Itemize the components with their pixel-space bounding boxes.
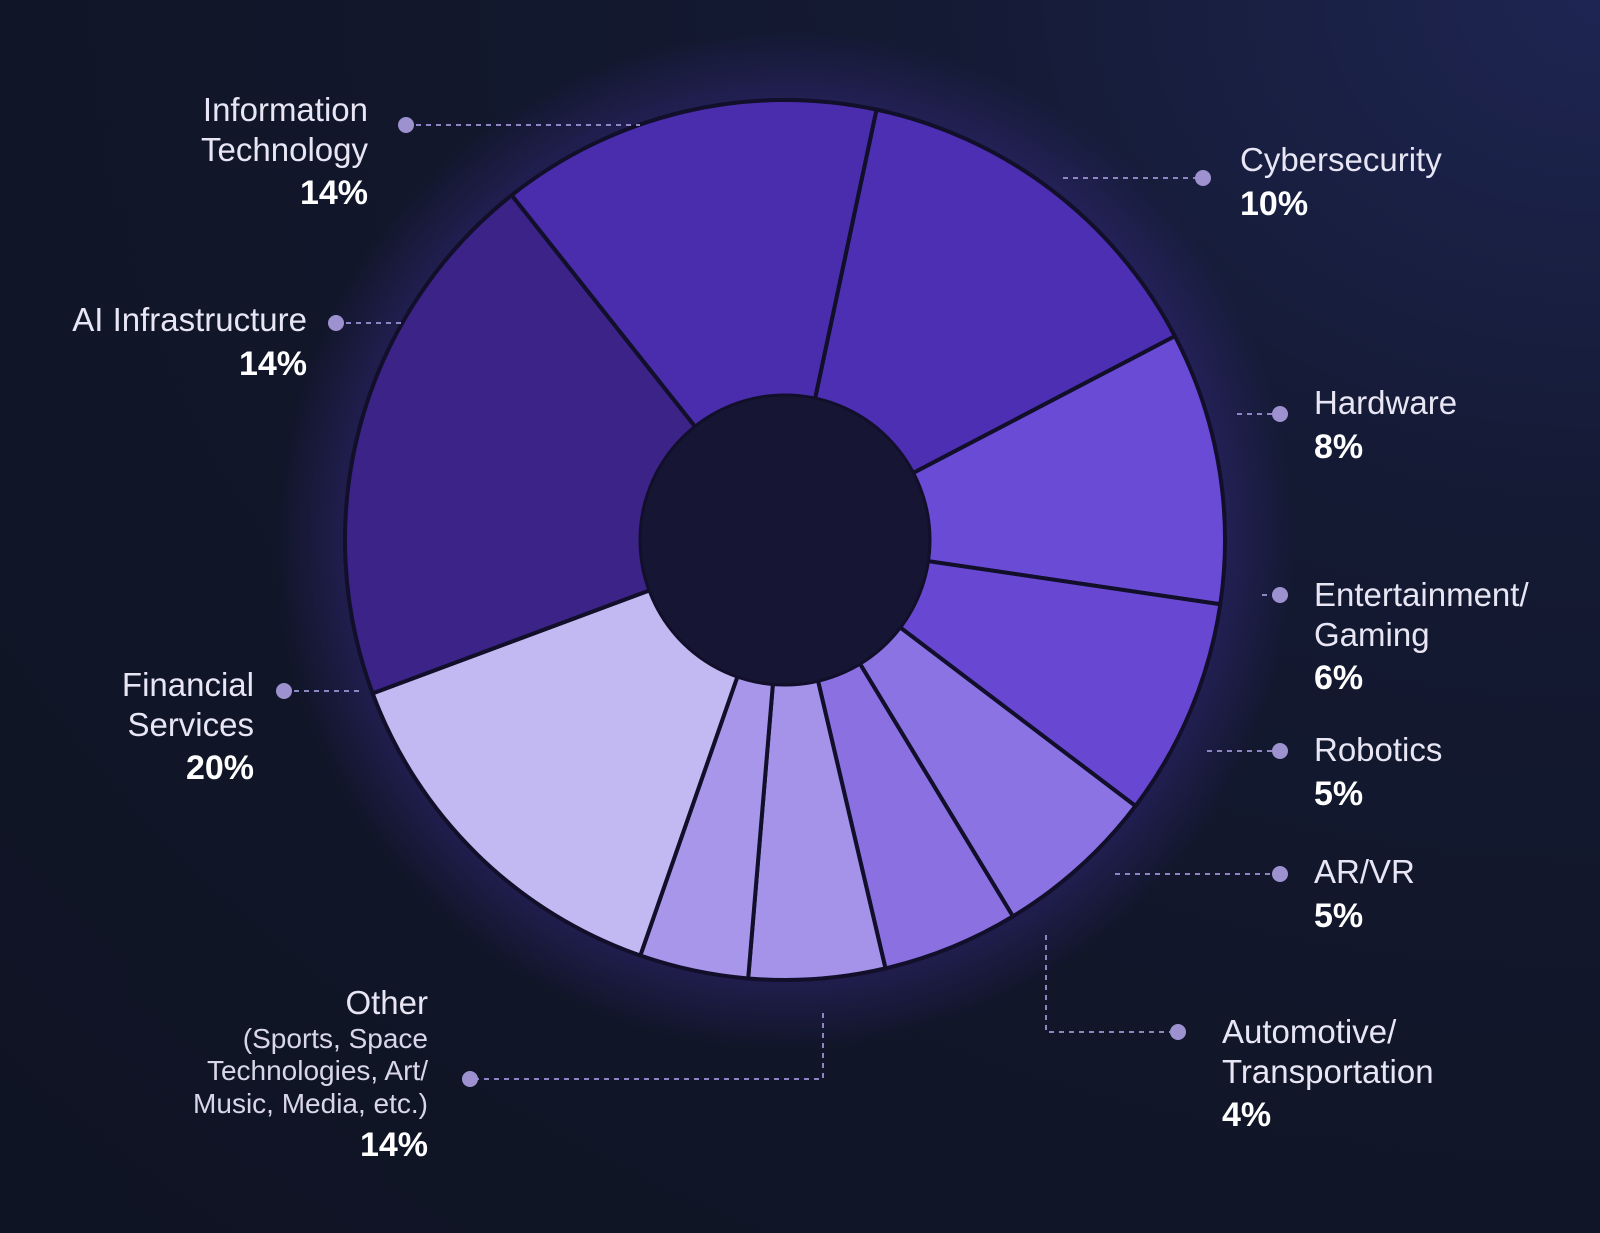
- label-information-technology: Information Technology 14%: [201, 90, 368, 214]
- slice-label: Gaming: [1314, 615, 1430, 653]
- slice-percent: 20%: [185, 749, 254, 788]
- slice-sublabel: (Sports, Space: [242, 1022, 428, 1054]
- label-ar-vr: AR/VR 5%: [1314, 852, 1415, 936]
- dot-it: [398, 117, 414, 133]
- connector-other: [470, 1013, 824, 1080]
- label-automotive-transportation: Automotive/ Transportation 4%: [1222, 1012, 1434, 1136]
- slice-sublabel: Technologies, Art/: [206, 1055, 428, 1087]
- label-cybersecurity: Cybersecurity 10%: [1240, 140, 1442, 224]
- dot-ent: [1272, 587, 1288, 603]
- center-hole: [638, 393, 932, 687]
- slice-percent: 8%: [1314, 427, 1364, 466]
- slice-label: Automotive/: [1222, 1013, 1397, 1050]
- slice-percent: 6%: [1314, 659, 1364, 698]
- slice-percent: 14%: [359, 1125, 428, 1164]
- slice-label: Transportation: [1222, 1052, 1434, 1090]
- slice-label: Other: [345, 984, 428, 1021]
- slice-label: Financial: [121, 666, 254, 703]
- slice-label: Services: [127, 705, 254, 743]
- slice-percent: 10%: [1240, 184, 1309, 223]
- slice-percent: 14%: [299, 174, 368, 213]
- dot-ai: [328, 315, 344, 331]
- dot-other: [462, 1071, 478, 1087]
- label-robotics: Robotics 5%: [1314, 730, 1442, 814]
- slice-label: Information: [202, 91, 368, 128]
- slice-percent: 5%: [1314, 896, 1364, 935]
- label-ai-infrastructure: AI Infrastructure 14%: [72, 300, 307, 384]
- label-hardware: Hardware 8%: [1314, 383, 1457, 467]
- dot-auto: [1170, 1024, 1186, 1040]
- dot-cyber: [1195, 170, 1211, 186]
- slice-label: Hardware: [1314, 384, 1458, 421]
- label-other: Other (Sports, Space Technologies, Art/ …: [193, 983, 428, 1166]
- dot-hardware: [1272, 406, 1288, 422]
- label-financial-services: Financial Services 20%: [122, 665, 254, 789]
- slice-label: Robotics: [1314, 731, 1443, 768]
- dot-group: [276, 117, 1288, 1087]
- slice-percent: 14%: [238, 344, 307, 383]
- dot-arvr: [1272, 866, 1288, 882]
- slice-label: Cybersecurity: [1240, 141, 1442, 178]
- slice-label: Technology: [201, 130, 368, 168]
- slice-label: Entertainment/: [1314, 576, 1529, 613]
- dot-fin: [276, 683, 292, 699]
- label-entertainment-gaming: Entertainment/ Gaming 6%: [1314, 575, 1529, 699]
- slice-label: AI Infrastructure: [72, 301, 307, 338]
- slice-label: AR/VR: [1314, 853, 1415, 890]
- connector-auto: [1045, 935, 1178, 1033]
- slice-percent: 5%: [1314, 774, 1364, 813]
- dot-robotics: [1272, 743, 1288, 759]
- slice-sublabel: Music, Media, etc.): [193, 1088, 428, 1120]
- slice-percent: 4%: [1222, 1096, 1272, 1135]
